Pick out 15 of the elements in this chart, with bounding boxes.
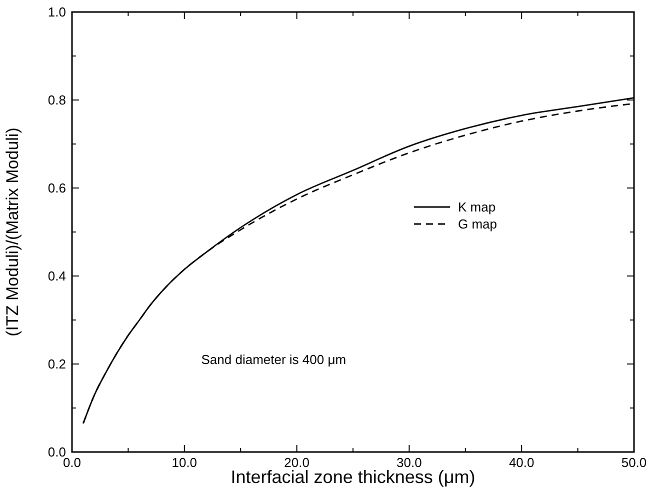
x-tick-label: 30.0 (396, 455, 422, 470)
x-tick-label: 50.0 (621, 455, 647, 470)
y-tick-label: 0.6 (48, 180, 66, 196)
y-tick-label: 1.0 (48, 4, 66, 20)
y-tick-label: 0.2 (48, 356, 66, 372)
legend-label: K map (458, 200, 496, 214)
x-tick-label: 40.0 (508, 455, 534, 470)
y-axis-title: (ITZ Moduli)/(Matrix Moduli) (3, 128, 22, 336)
annotation: Sand diameter is 400 μm (201, 352, 346, 367)
legend-label: G map (458, 216, 498, 232)
x-tick-label: 10.0 (172, 455, 198, 470)
y-tick-label: 0.4 (48, 268, 66, 284)
x-axis-title: Interfacial zone thickness (μm) (230, 467, 476, 487)
x-tick-label: 20.0 (284, 455, 310, 470)
y-tick-label: 0.8 (48, 92, 66, 108)
